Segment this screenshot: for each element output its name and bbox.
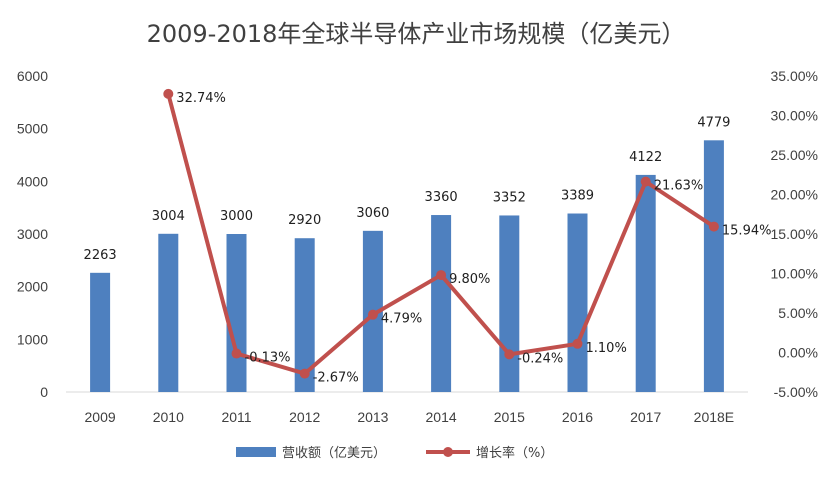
bar xyxy=(567,213,588,392)
bar xyxy=(703,140,724,392)
right-tick-label: 0.00% xyxy=(778,345,818,361)
bar xyxy=(431,215,452,392)
bar-value-label: 4779 xyxy=(697,115,730,130)
line-value-label: 1.10% xyxy=(586,341,627,356)
bar-value-label: 3352 xyxy=(493,190,526,205)
bar xyxy=(226,234,247,392)
bar xyxy=(158,233,179,392)
x-tick-label: 2017 xyxy=(630,409,661,425)
line-value-label: 4.79% xyxy=(381,312,422,327)
left-tick-label: 6000 xyxy=(17,68,48,84)
legend-bar-swatch xyxy=(236,447,276,457)
line-value-label: -0.13% xyxy=(245,351,291,366)
bar xyxy=(294,238,315,392)
legend-line-marker xyxy=(443,447,453,457)
right-y-axis: -5.00% 0.00% 5.00% 10.00% 15.00% 20.00% 25.00%… xyxy=(771,68,818,400)
bar xyxy=(635,174,656,392)
right-tick-label: 35.00% xyxy=(771,68,818,84)
line-point xyxy=(163,88,174,99)
x-tick-label: 2014 xyxy=(426,409,457,425)
line-point xyxy=(367,309,378,320)
x-tick-label: 2012 xyxy=(289,409,320,425)
left-tick-label: 4000 xyxy=(17,173,48,189)
right-tick-label: 10.00% xyxy=(771,266,818,282)
right-tick-label: 5.00% xyxy=(778,305,818,321)
bar-value-label: 3004 xyxy=(152,209,185,224)
left-tick-label: 3000 xyxy=(17,226,48,242)
left-y-axis: 0 1000 2000 3000 4000 5000 6000 xyxy=(17,68,48,400)
left-tick-label: 0 xyxy=(40,384,48,400)
line-value-label: -2.67% xyxy=(313,371,359,386)
bar xyxy=(499,215,520,392)
bar-value-label: 4122 xyxy=(629,150,662,165)
line-point xyxy=(299,368,310,379)
x-tick-label: 2018E xyxy=(694,409,734,425)
x-tick-label: 2016 xyxy=(562,409,593,425)
legend: 营收额（亿美元） 增长率（%） xyxy=(236,445,553,461)
bar xyxy=(90,272,111,392)
bar-value-label: 2920 xyxy=(288,213,321,228)
line-data-labels: 32.74% -0.13% -2.67% 4.79% 9.80% -0.24% 1.10% 2… xyxy=(176,91,771,386)
legend-bar-label: 营收额（亿美元） xyxy=(282,446,386,461)
bar-value-label: 3360 xyxy=(425,190,458,205)
right-tick-label: 25.00% xyxy=(771,147,818,163)
x-tick-label: 2011 xyxy=(221,409,251,425)
line-point xyxy=(504,349,515,360)
x-tick-label: 2010 xyxy=(153,409,184,425)
bar-value-label: 3389 xyxy=(561,189,594,204)
x-tick-label: 2015 xyxy=(494,409,525,425)
left-tick-label: 1000 xyxy=(17,331,48,347)
x-tick-label: 2013 xyxy=(357,409,388,425)
line-series xyxy=(163,88,719,379)
line-value-label: 21.63% xyxy=(654,179,704,194)
legend-line-label: 增长率（%） xyxy=(476,445,553,461)
bar-series xyxy=(90,140,724,392)
line-point xyxy=(640,176,651,187)
line-value-label: 9.80% xyxy=(449,272,490,287)
left-tick-label: 2000 xyxy=(17,279,48,295)
chart-title: 2009-2018年全球半导体产业市场规模（亿美元） xyxy=(147,20,686,48)
line-value-label: -0.24% xyxy=(517,351,563,366)
line-value-label: 32.74% xyxy=(176,91,226,106)
line-value-label: 15.94% xyxy=(722,224,772,239)
right-tick-label: -5.00% xyxy=(774,384,818,400)
right-tick-label: 30.00% xyxy=(771,108,818,124)
bar-value-label: 2263 xyxy=(84,248,117,263)
right-tick-label: 15.00% xyxy=(771,226,818,242)
line-point xyxy=(572,338,583,349)
line-point xyxy=(436,270,447,281)
x-tick-label: 2009 xyxy=(85,409,116,425)
bar-value-label: 3000 xyxy=(220,209,253,224)
x-axis: 2009 2010 2011 2012 2013 2014 2015 2016 2017 2018… xyxy=(66,391,748,425)
line-point xyxy=(708,221,719,232)
left-tick-label: 5000 xyxy=(17,121,48,137)
line-point xyxy=(231,348,242,359)
bar-data-labels: 2263 3004 3000 2920 3060 3360 3352 3389 4122 4779 xyxy=(84,115,731,263)
bar-value-label: 3060 xyxy=(356,206,389,221)
right-tick-label: 20.00% xyxy=(771,187,818,203)
